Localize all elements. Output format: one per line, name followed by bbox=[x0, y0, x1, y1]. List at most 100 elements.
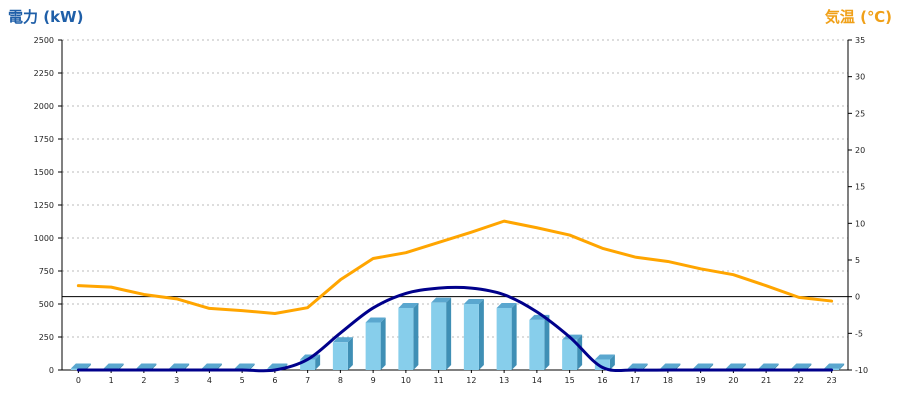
bar bbox=[398, 302, 419, 370]
x-tick-label: 21 bbox=[761, 376, 771, 385]
x-tick-label: 0 bbox=[76, 376, 81, 385]
bar-front bbox=[398, 307, 414, 370]
bar-top bbox=[365, 317, 386, 323]
bar-top bbox=[693, 363, 714, 369]
temperature-line bbox=[76, 219, 834, 316]
bar-top bbox=[594, 354, 615, 360]
bar bbox=[594, 354, 615, 370]
bar-top bbox=[496, 302, 517, 308]
bar-top bbox=[332, 337, 353, 343]
bar bbox=[332, 337, 353, 370]
left-tick-label: 1750 bbox=[34, 135, 54, 144]
right-tick-label: -5 bbox=[855, 329, 863, 338]
bar bbox=[463, 299, 484, 370]
x-tick-label: 7 bbox=[305, 376, 310, 385]
bar-side bbox=[315, 354, 321, 370]
bar-top bbox=[660, 363, 681, 369]
tick-labels: 02505007501000125015001750200022502500-1… bbox=[34, 36, 868, 385]
x-tick-label: 22 bbox=[794, 376, 804, 385]
gridlines bbox=[62, 39, 848, 338]
bar-top bbox=[70, 363, 91, 369]
x-tick-label: 11 bbox=[434, 376, 444, 385]
left-axis-title: 電力 (kW) bbox=[8, 8, 84, 26]
bar-front bbox=[529, 319, 545, 370]
bar-side bbox=[544, 314, 550, 370]
bar-front bbox=[365, 322, 381, 370]
right-tick-label: 35 bbox=[855, 36, 865, 45]
bar-front bbox=[463, 304, 479, 370]
x-tick-label: 4 bbox=[207, 376, 212, 385]
bar-front bbox=[594, 359, 610, 370]
right-tick-label: 0 bbox=[855, 293, 860, 302]
bar-side bbox=[839, 363, 845, 370]
x-tick-label: 23 bbox=[827, 376, 837, 385]
x-tick-label: 20 bbox=[728, 376, 738, 385]
x-tick-label: 14 bbox=[532, 376, 542, 385]
left-tick-label: 750 bbox=[39, 267, 54, 276]
bar-side bbox=[773, 363, 779, 370]
bar-top bbox=[627, 363, 648, 369]
bar-side bbox=[413, 302, 419, 370]
x-tick-label: 10 bbox=[401, 376, 411, 385]
bar-side bbox=[708, 363, 714, 370]
bar-front bbox=[431, 302, 447, 370]
bar bbox=[431, 297, 452, 370]
right-tick-label: 15 bbox=[855, 183, 865, 192]
bar-side bbox=[216, 363, 222, 370]
bar-top bbox=[136, 363, 157, 369]
bar-top bbox=[725, 363, 746, 369]
bar bbox=[365, 317, 386, 370]
bar-side bbox=[151, 363, 157, 370]
bar-front bbox=[332, 342, 348, 370]
bar bbox=[496, 302, 517, 370]
axes bbox=[58, 39, 852, 373]
bar-top bbox=[791, 363, 812, 369]
x-tick-label: 1 bbox=[109, 376, 114, 385]
x-tick-label: 3 bbox=[174, 376, 179, 385]
left-tick-label: 1500 bbox=[34, 168, 54, 177]
x-tick-label: 5 bbox=[240, 376, 245, 385]
bar-side bbox=[347, 337, 353, 370]
bar bbox=[529, 314, 550, 370]
bar-side bbox=[446, 297, 452, 370]
right-tick-label: 30 bbox=[855, 73, 865, 82]
x-tick-label: 17 bbox=[630, 376, 640, 385]
x-tick-label: 8 bbox=[338, 376, 343, 385]
bar-front bbox=[562, 339, 578, 370]
bar-top bbox=[103, 363, 124, 369]
x-tick-label: 6 bbox=[272, 376, 277, 385]
bar-side bbox=[511, 302, 517, 370]
x-tick-label: 18 bbox=[663, 376, 673, 385]
bar-front bbox=[496, 307, 512, 370]
bar-side bbox=[806, 363, 812, 370]
right-tick-label: -10 bbox=[855, 366, 868, 375]
x-tick-label: 15 bbox=[565, 376, 575, 385]
left-tick-label: 250 bbox=[39, 333, 54, 342]
x-tick-label: 19 bbox=[696, 376, 706, 385]
x-tick-label: 16 bbox=[597, 376, 607, 385]
x-tick-label: 13 bbox=[499, 376, 509, 385]
x-tick-label: 2 bbox=[141, 376, 146, 385]
bar-top bbox=[463, 299, 484, 304]
bar-side bbox=[740, 363, 746, 370]
left-tick-label: 2500 bbox=[34, 36, 54, 45]
bar-side bbox=[85, 363, 91, 370]
x-tick-label: 9 bbox=[371, 376, 376, 385]
right-axis-title: 気温 (℃) bbox=[824, 8, 892, 26]
left-tick-label: 2000 bbox=[34, 102, 54, 111]
left-tick-label: 1250 bbox=[34, 201, 54, 210]
bar-side bbox=[380, 317, 386, 370]
bar-top bbox=[169, 363, 190, 369]
bar-top bbox=[824, 363, 845, 369]
bar-series bbox=[70, 297, 845, 370]
right-tick-label: 5 bbox=[855, 256, 860, 265]
bar-side bbox=[577, 334, 583, 370]
power-line bbox=[76, 285, 834, 373]
bar-side bbox=[249, 363, 255, 370]
line-series bbox=[76, 219, 834, 373]
bar-top bbox=[758, 363, 779, 369]
bar-top bbox=[234, 363, 255, 369]
right-tick-label: 10 bbox=[855, 219, 865, 228]
bar-side bbox=[675, 363, 681, 370]
